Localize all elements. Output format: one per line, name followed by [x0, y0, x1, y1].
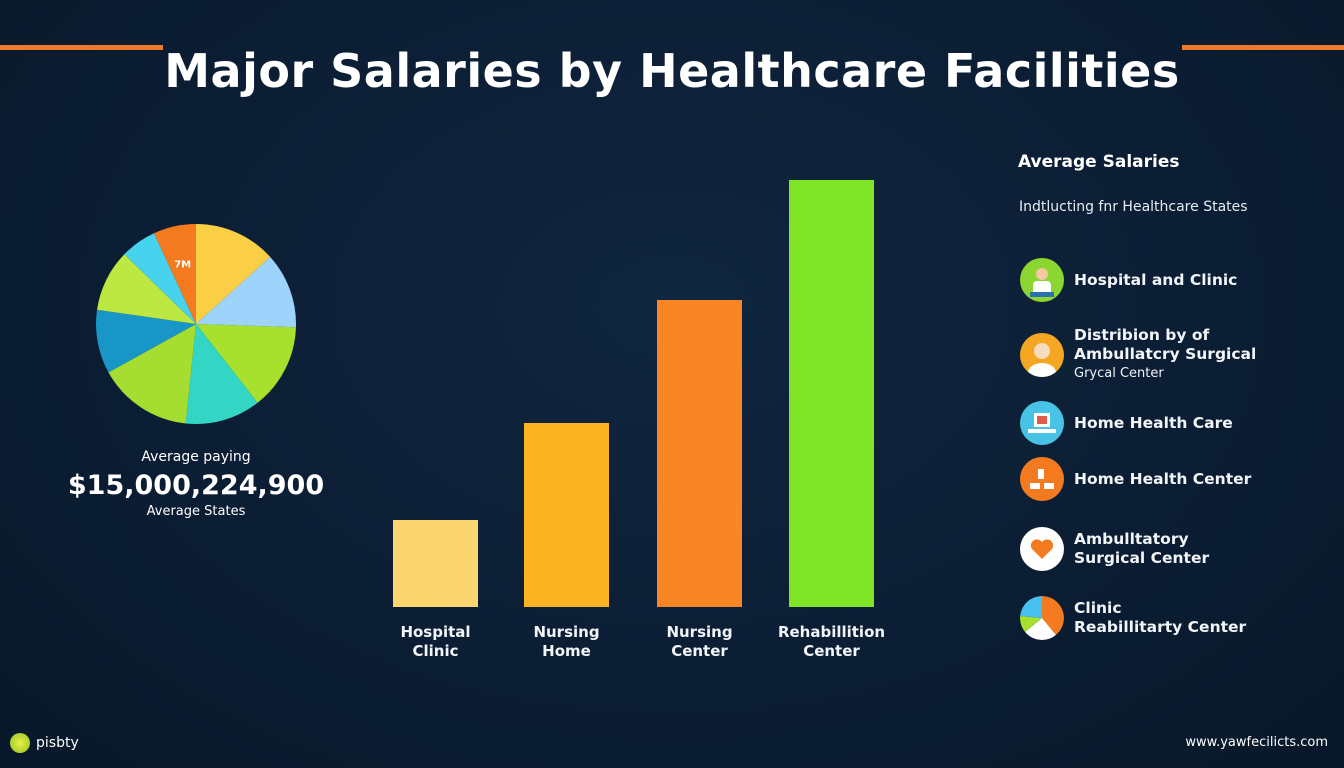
- legend-item-label: Home Health Care: [1074, 414, 1233, 433]
- bar-category-label: Hospital: [400, 623, 470, 641]
- bar-category-label: Center: [803, 642, 860, 660]
- people-icon: [1020, 457, 1064, 501]
- legend-item-line: Home Health Center: [1074, 469, 1252, 488]
- pie-slice: [124, 233, 196, 324]
- legend-item-label: Clinic Reabillitarty Center: [1074, 599, 1246, 637]
- legend-item-label: Hospital and Clinic: [1074, 271, 1237, 290]
- pie-slice: [96, 309, 196, 373]
- legend-item-line: Grycal Center: [1074, 366, 1164, 381]
- summary-label: Average paying: [141, 449, 251, 465]
- bar: [393, 520, 478, 607]
- bar: [524, 423, 609, 607]
- bar: [657, 300, 742, 607]
- legend-item: Clinic Reabillitarty Center: [1020, 596, 1246, 640]
- pie-slice: [108, 324, 196, 424]
- legend-item: Home Health Center: [1020, 457, 1251, 501]
- heart-icon: [1020, 527, 1064, 571]
- bar-category-label: Nursing: [666, 623, 732, 641]
- legend-item: Distribion by of Ambullatcry Surgical Gryc…: [1020, 326, 1256, 383]
- bar-category-label: Home: [542, 642, 591, 660]
- legend-item-line: Distribion by of: [1074, 326, 1210, 344]
- legend-item-label: Ambulltatory Surgical Center: [1074, 530, 1209, 568]
- pie-slice: [196, 224, 271, 324]
- pie-slice-label: 7M: [174, 259, 191, 270]
- legend-item: Home Health Care: [1020, 401, 1233, 445]
- legend-item-line: Home Health Care: [1074, 413, 1233, 432]
- pie-slice: [196, 256, 296, 328]
- legend-item-label: Distribion by of Ambullatcry Surgical Gryc…: [1074, 326, 1256, 383]
- pie-slice: [196, 324, 296, 403]
- legend-item-line: Surgical Center: [1074, 549, 1210, 567]
- legend-item-line: Hospital and Clinic: [1074, 270, 1238, 289]
- pie-slice: [153, 224, 196, 324]
- legend-item-line: Clinic: [1074, 599, 1122, 617]
- monitor-icon: [1020, 401, 1064, 445]
- bar-category-label: Center: [671, 642, 728, 660]
- accent-line-left: [0, 45, 163, 50]
- summary-value: $15,000,224,900: [67, 470, 325, 501]
- nurse-icon: [1020, 332, 1064, 377]
- pie-slice: [185, 324, 258, 424]
- summary-sublabel: Average States: [146, 504, 246, 519]
- bar-chart: HospitalClinicNursingHomeNursingCenterRe…: [393, 180, 885, 660]
- brand-name: pisbty: [36, 735, 79, 751]
- legend-subtitle: Indtlucting fnr Healthcare States: [1019, 199, 1248, 215]
- legend-item-line: Ambullatcry Surgical: [1074, 345, 1257, 363]
- legend-item-line: Ambulltatory: [1074, 530, 1189, 548]
- bar-category-label: Rehabillition: [778, 623, 885, 641]
- pie-icon: [1020, 596, 1064, 640]
- pie-chart: 7M: [96, 224, 296, 424]
- footer-brand: pisbty: [10, 733, 79, 753]
- accent-line-right: [1182, 45, 1344, 50]
- bar: [789, 180, 874, 607]
- legend-item-line: Reabillitarty Center: [1074, 618, 1247, 636]
- legend-item: Ambulltatory Surgical Center: [1020, 527, 1209, 571]
- bar-category-label: Clinic: [412, 642, 458, 660]
- footer-url: www.yawfecilicts.com: [1185, 735, 1328, 750]
- bar-category-label: Nursing: [533, 623, 599, 641]
- pie-slice: [97, 254, 196, 324]
- legend-item-label: Home Health Center: [1074, 470, 1251, 489]
- legend-item: Hospital and Clinic: [1020, 258, 1237, 302]
- brand-logo-icon: [10, 733, 30, 753]
- doctor-icon: [1020, 258, 1064, 302]
- chart-title: Major Salaries by Healthcare Facilities: [164, 44, 1180, 98]
- legend-title: Average Salaries: [1018, 152, 1180, 172]
